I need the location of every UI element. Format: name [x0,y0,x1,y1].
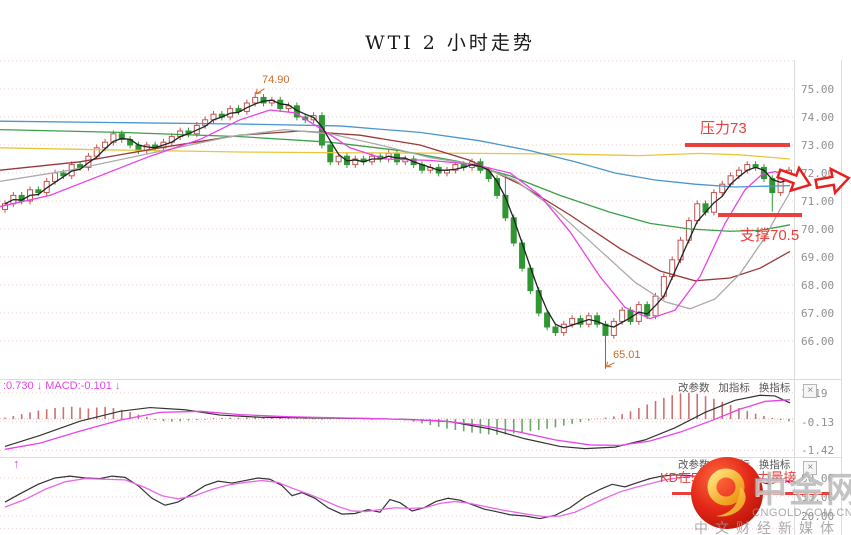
axis-tick: 75.00 [801,83,835,96]
ma-short-black [4,99,790,329]
watermark-brand: 中金网 [752,471,851,510]
switch-indicator-button[interactable]: 换指标 [758,382,791,394]
axis-tick: 68.00 [801,279,835,292]
high-price-label: 74.90 [262,74,290,86]
low-price-label: 65.01 [613,349,641,361]
close-icon[interactable]: × [803,461,818,475]
support-label: 支撑70.5 [740,227,800,244]
watermark-tagline: 中文财经新媒体 [694,520,841,535]
ma-blue [0,120,791,188]
right-arrow-icon [775,165,812,193]
ma-magenta [0,109,791,320]
up-arrow-icon: ↑ [13,456,20,471]
axis-tick: 66.00 [801,335,835,348]
axis-tick: 73.00 [801,139,835,152]
switch-indicator-button[interactable]: 换指标 [758,459,791,471]
axis-tick: 70.00 [801,223,835,236]
macd-header: :0.730 ↓ MACD:-0.101 ↓ [3,380,120,392]
ma-gray [0,128,791,310]
axis-tick: 71.00 [801,195,835,208]
change-params-button[interactable]: 改参数 [678,382,710,394]
axis-tick: 69.00 [801,251,835,264]
axis-tick: 74.00 [801,111,835,124]
axis-tick: 80.00 [801,472,835,485]
macd-toolbar: 改参数 加指标 换指标 × [678,380,818,398]
axis-tick: 67.00 [801,307,835,320]
axis-tick: 72.00 [801,167,835,180]
axis-tick: -1.42 [801,444,835,458]
axis-tick: -0.13 [801,415,835,429]
right-arrow-icon [814,166,851,196]
macd-dif-line [4,394,791,450]
ma-green [0,128,791,232]
macd-dea-line [4,399,791,450]
resistance-label: 压力73 [700,120,747,137]
cngold-logo-icon [691,457,763,529]
chart-title: WTI 2 小时走势 [365,32,535,54]
macd-value: MACD:-0.101 [45,380,112,392]
add-indicator-button[interactable]: 加指标 [718,382,750,394]
watermark-domain: CNGOLD.COM.CN [752,507,851,519]
kd-k-line [4,473,791,520]
kd-d-line [4,474,790,518]
axis-tick: 20.00 [801,510,835,523]
down-arrow-icon: ↓ [114,380,121,392]
ma-yellow [0,147,791,160]
resistance-line [685,143,790,147]
breakout-arrows [775,165,851,196]
close-icon[interactable]: × [803,384,818,398]
down-arrow-icon: ↓ [36,380,43,392]
macd-dif-value: :0.730 [3,380,34,392]
support-line [718,213,802,217]
